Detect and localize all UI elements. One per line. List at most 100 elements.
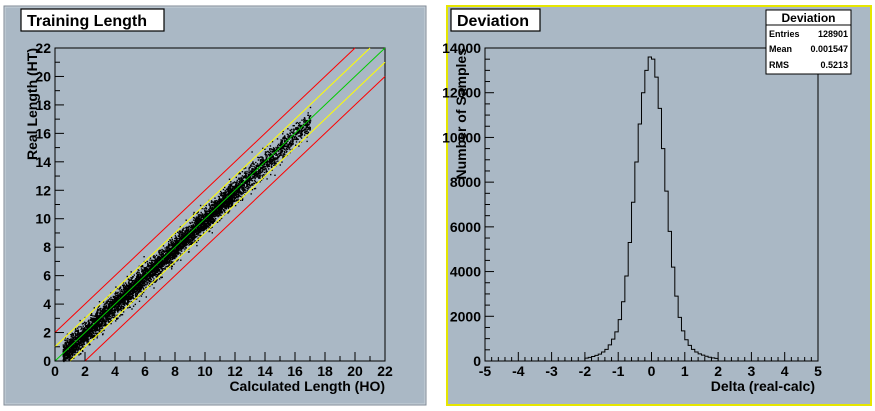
- scatter-point: [111, 316, 113, 318]
- scatter-point: [206, 218, 208, 221]
- scatter-point: [236, 179, 238, 182]
- scatter-point: [252, 173, 255, 175]
- scatter-point: [234, 187, 236, 190]
- scatter-point: [163, 262, 165, 264]
- scatter-point: [276, 138, 279, 140]
- scatter-point: [239, 173, 241, 175]
- scatter-point: [78, 340, 80, 342]
- scatter-point: [84, 323, 87, 325]
- scatter-point: [191, 227, 193, 229]
- scatter-point: [88, 321, 90, 323]
- scatter-point: [166, 259, 168, 262]
- scatter-point: [302, 126, 305, 128]
- scatter-point: [216, 221, 219, 223]
- scatter-point: [253, 188, 256, 190]
- scatter-point: [282, 155, 284, 158]
- scatter-point: [251, 165, 253, 167]
- scatter-point: [170, 242, 172, 244]
- scatter-point: [191, 239, 193, 241]
- scatter-point: [178, 251, 180, 254]
- scatter-point: [179, 244, 181, 246]
- scatter-point: [270, 154, 272, 156]
- scatter-point: [198, 231, 201, 233]
- scatter-point: [194, 240, 196, 242]
- scatter-point: [308, 121, 310, 124]
- scatter-point: [227, 212, 229, 214]
- scatter-point: [79, 319, 81, 322]
- scatter-point: [305, 124, 307, 126]
- scatter-point: [185, 247, 187, 249]
- scatter-point: [292, 138, 294, 140]
- scatter-point: [265, 163, 268, 166]
- scatter-point: [164, 247, 166, 249]
- scatter-point: [118, 288, 120, 290]
- scatter-point: [229, 188, 232, 190]
- scatter-point: [87, 327, 89, 330]
- scatter-point: [110, 317, 112, 320]
- scatter-point: [217, 211, 220, 213]
- scatter-point: [293, 132, 295, 134]
- scatter-point: [240, 184, 242, 187]
- scatter-point: [182, 236, 185, 238]
- scatter-point: [264, 159, 266, 161]
- scatter-point: [229, 197, 231, 199]
- scatter-point: [141, 270, 143, 272]
- scatter-point: [134, 280, 136, 282]
- scatter-point: [78, 348, 80, 350]
- scatter-point: [177, 231, 179, 233]
- scatter-point: [161, 255, 163, 257]
- scatter-point: [203, 208, 205, 210]
- scatter-point: [135, 295, 137, 297]
- scatter-point: [254, 187, 257, 190]
- scatter-point: [270, 173, 272, 176]
- scatter-point: [251, 189, 254, 191]
- scatter-point: [268, 154, 271, 156]
- scatter-point: [266, 178, 268, 180]
- scatter-point: [239, 183, 241, 185]
- scatter-point: [142, 280, 144, 282]
- scatter-point: [183, 241, 185, 243]
- scatter-point: [191, 241, 193, 243]
- scatter-point: [90, 334, 92, 336]
- scatter-point: [284, 136, 286, 138]
- scatter-point: [293, 129, 295, 131]
- scatter-point: [272, 148, 274, 151]
- scatter-point: [205, 207, 207, 209]
- scatter-point: [300, 126, 302, 128]
- scatter-point: [200, 235, 202, 237]
- scatter-point: [173, 242, 175, 245]
- scatter-point: [251, 174, 254, 176]
- scatter-point: [287, 145, 290, 147]
- scatter-point: [299, 121, 301, 124]
- scatter-point: [193, 241, 195, 243]
- scatter-point: [74, 338, 76, 341]
- scatter-point: [74, 335, 76, 337]
- scatter-point: [168, 247, 170, 249]
- scatter-point: [206, 224, 208, 226]
- scatter-point: [174, 245, 176, 247]
- scatter-point: [282, 147, 285, 149]
- scatter-point: [152, 276, 154, 279]
- scatter-point: [231, 205, 233, 207]
- scatter-point: [226, 201, 229, 203]
- scatter-point: [238, 191, 241, 193]
- scatter-point: [122, 308, 125, 310]
- scatter-point: [265, 171, 267, 173]
- scatter-point: [288, 143, 290, 145]
- scatter-point: [158, 253, 161, 255]
- scatter-point: [62, 348, 65, 351]
- scatter-point: [138, 269, 140, 272]
- scatter-point: [72, 336, 75, 338]
- scatter-point: [161, 276, 163, 278]
- scatter-point: [194, 224, 197, 226]
- scatter-point: [257, 172, 260, 174]
- scatter-point: [136, 277, 138, 279]
- scatter-point: [83, 339, 86, 341]
- scatter-point: [102, 316, 104, 319]
- scatter-point: [190, 241, 192, 244]
- scatter-point: [295, 141, 298, 143]
- scatter-point: [76, 351, 79, 353]
- scatter-point: [74, 336, 76, 338]
- scatter-point: [115, 291, 117, 293]
